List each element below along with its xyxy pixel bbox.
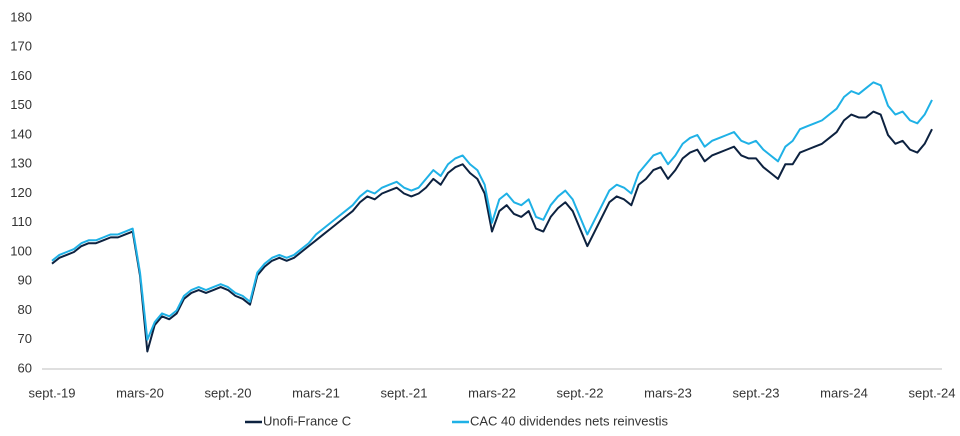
y-tick-label: 120 bbox=[10, 185, 32, 200]
y-tick-label: 70 bbox=[18, 331, 32, 346]
x-tick-label: mars-23 bbox=[644, 385, 692, 400]
y-tick-label: 160 bbox=[10, 68, 32, 83]
x-tick-label: sept.-20 bbox=[205, 385, 252, 400]
x-tick-label: mars-20 bbox=[116, 385, 164, 400]
y-tick-label: 170 bbox=[10, 39, 32, 54]
series-line bbox=[51, 110, 933, 353]
x-tick-label: mars-21 bbox=[292, 385, 340, 400]
y-tick-label: 90 bbox=[18, 273, 32, 288]
y-tick-label: 130 bbox=[10, 156, 32, 171]
y-tick-label: 100 bbox=[10, 243, 32, 258]
y-tick-label: 140 bbox=[10, 126, 32, 141]
series-line bbox=[51, 81, 933, 341]
x-tick-label: sept.-23 bbox=[733, 385, 780, 400]
x-tick-label: sept.-19 bbox=[29, 385, 76, 400]
y-tick-label: 80 bbox=[18, 302, 32, 317]
y-tick-label: 60 bbox=[18, 360, 32, 375]
legend-label: Unofi-France C bbox=[263, 413, 351, 428]
x-tick-label: mars-22 bbox=[468, 385, 516, 400]
x-tick-label: sept.-22 bbox=[557, 385, 604, 400]
legend-label: CAC 40 dividendes nets reinvestis bbox=[470, 413, 668, 428]
y-tick-label: 150 bbox=[10, 97, 32, 112]
x-tick-label: sept.-24 bbox=[909, 385, 956, 400]
x-tick-label: sept.-21 bbox=[381, 385, 428, 400]
y-tick-label: 180 bbox=[10, 9, 32, 24]
y-tick-label: 110 bbox=[11, 214, 32, 229]
x-tick-label: mars-24 bbox=[820, 385, 868, 400]
